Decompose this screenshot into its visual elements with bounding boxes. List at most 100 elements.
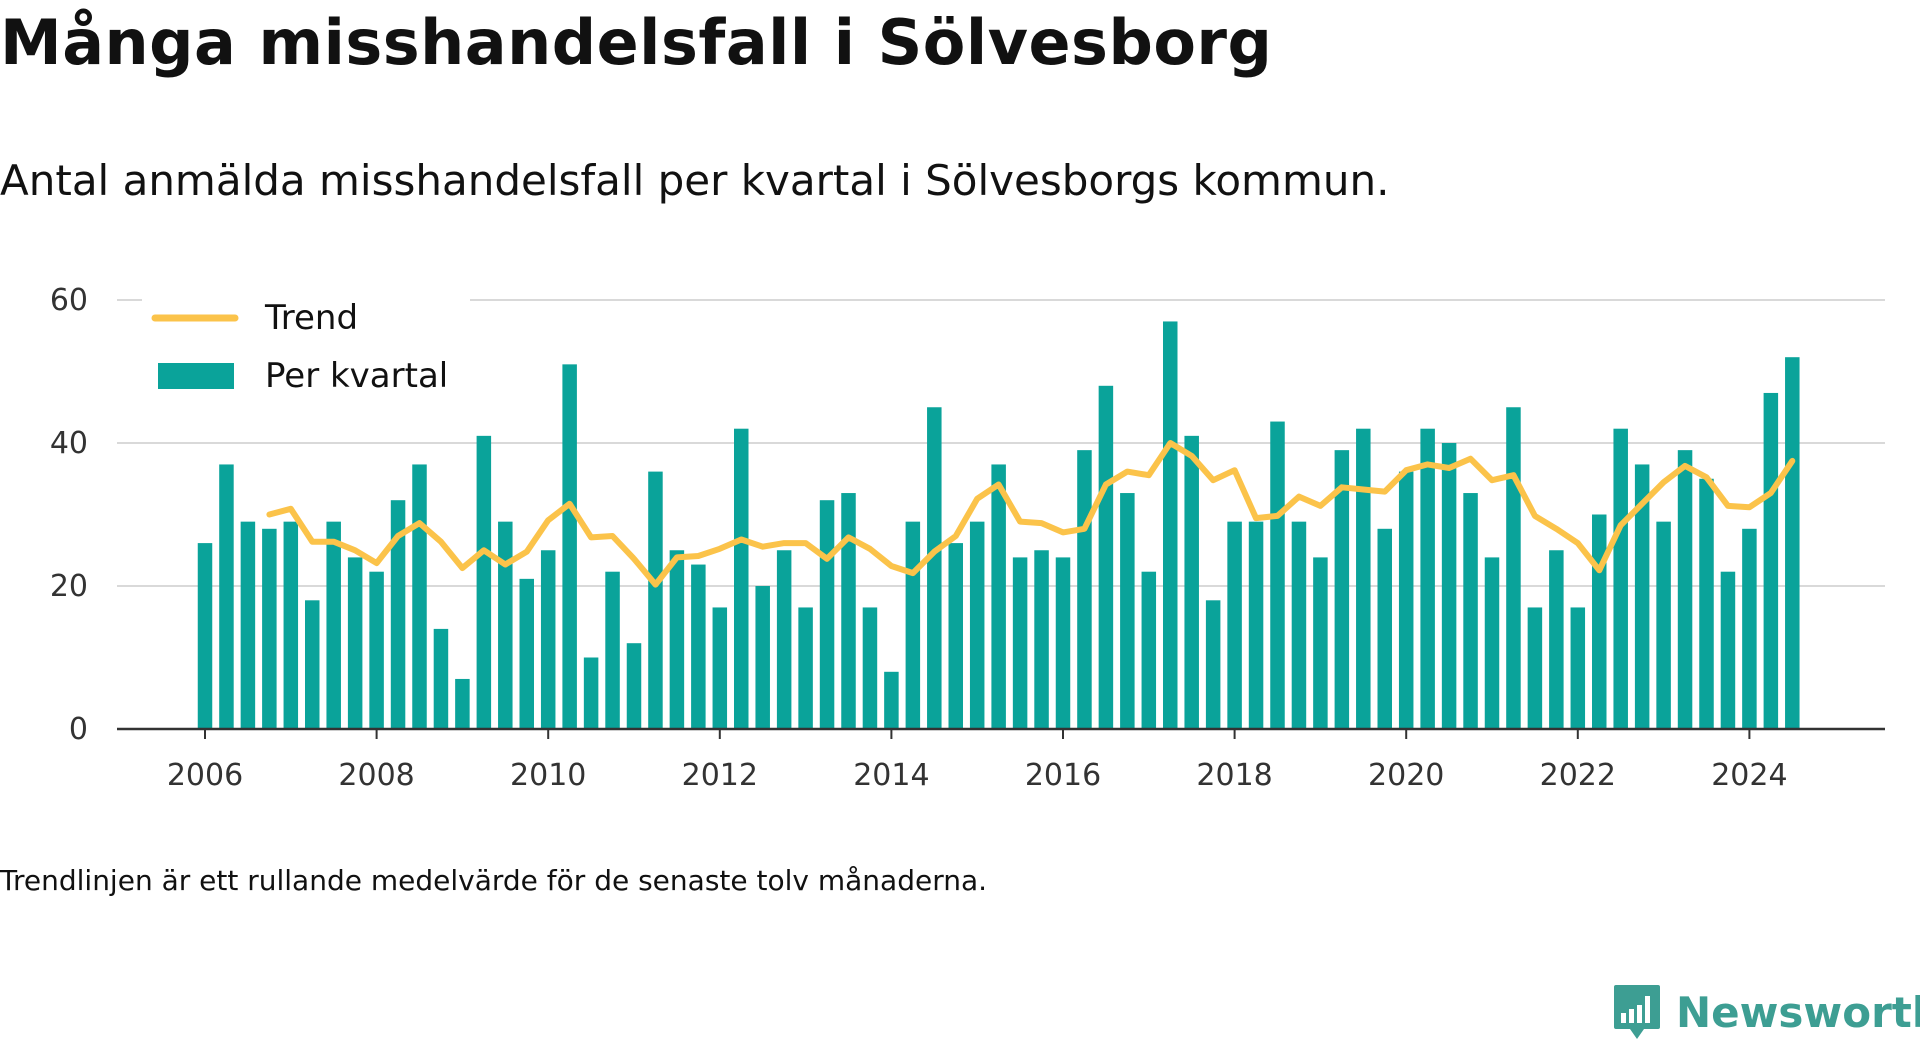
bar — [1763, 392, 1779, 729]
bar — [1313, 557, 1328, 729]
bar — [562, 364, 577, 729]
bar — [1742, 528, 1757, 729]
y-tick-label: 20 — [50, 569, 88, 604]
bar — [1527, 607, 1543, 729]
x-tick-label: 2014 — [853, 758, 929, 793]
bar — [1592, 514, 1607, 729]
x-tick-label: 2008 — [338, 758, 414, 793]
y-axis-tick-labels: 0 20 40 60 — [50, 283, 88, 747]
chart-title: Många misshandelsfall i Sölvesborg — [0, 6, 1273, 79]
bar — [390, 500, 406, 729]
bar — [969, 521, 985, 729]
x-axis: 2006 2008 2010 2012 2014 2016 2018 2020 2022 2024 — [117, 727, 1885, 793]
bar — [326, 521, 341, 729]
bar — [1098, 385, 1114, 729]
bar — [540, 550, 556, 729]
bar — [948, 543, 963, 729]
bar — [1141, 571, 1157, 729]
bar — [433, 628, 449, 729]
bar — [283, 521, 299, 729]
trend-line — [266, 440, 1796, 588]
y-tick-label: 60 — [50, 283, 88, 318]
bar — [1613, 428, 1628, 729]
bar — [412, 464, 427, 729]
bar — [1484, 557, 1500, 729]
bar — [798, 607, 813, 729]
bar — [1463, 493, 1478, 729]
x-tick-label: 2012 — [682, 758, 758, 793]
bar — [219, 464, 234, 729]
bar — [240, 521, 256, 729]
bar — [1785, 357, 1800, 729]
bar — [1677, 450, 1693, 729]
x-tick-label: 2024 — [1711, 758, 1787, 793]
bar — [1356, 428, 1371, 729]
bar — [197, 543, 213, 729]
chart: 0 20 40 60 2006 2008 2010 2012 2014 2016 2018 2020… — [50, 283, 1885, 793]
brand: Newsworthy — [1612, 983, 1920, 1041]
bar — [755, 586, 770, 729]
bar — [1549, 550, 1564, 729]
x-tick-label: 2010 — [510, 758, 586, 793]
chart-subtitle: Antal anmälda misshandelsfall per kvarta… — [0, 156, 1390, 205]
legend-bar-label: Per kvartal — [265, 356, 448, 396]
bar — [1120, 493, 1135, 729]
y-tick-label: 40 — [50, 426, 88, 461]
bar — [648, 471, 663, 729]
bar — [1291, 521, 1307, 729]
bar — [583, 657, 599, 729]
footnote: Trendlinjen är ett rullande medelvärde f… — [0, 864, 988, 897]
bar — [905, 521, 921, 729]
bar — [347, 557, 363, 729]
bar — [476, 435, 492, 729]
legend-bar-swatch — [158, 363, 234, 389]
bar — [1270, 421, 1285, 729]
bar — [841, 493, 856, 729]
bar — [1077, 450, 1092, 729]
bar — [991, 464, 1006, 729]
bar — [1163, 321, 1178, 729]
bar — [519, 578, 534, 729]
bar-series — [197, 321, 1800, 729]
bar — [1398, 471, 1414, 729]
bar — [1570, 607, 1586, 729]
bar — [1634, 464, 1650, 729]
bar — [819, 500, 835, 729]
bar — [455, 678, 470, 729]
bar — [776, 550, 792, 729]
bar — [884, 671, 899, 729]
bar — [1055, 557, 1071, 729]
y-tick-label: 0 — [69, 712, 88, 747]
bar — [691, 564, 706, 729]
bar — [605, 571, 620, 729]
legend: Trend Per kvartal — [142, 296, 470, 406]
bar — [669, 550, 685, 729]
bar — [1420, 428, 1435, 729]
bar — [262, 528, 277, 729]
legend-trend-label: Trend — [264, 298, 358, 338]
bar — [1441, 443, 1457, 729]
bar — [1184, 435, 1199, 729]
x-tick-label: 2006 — [167, 758, 243, 793]
bar — [712, 607, 728, 729]
bar — [1656, 521, 1671, 729]
bar — [1699, 478, 1714, 729]
bar — [1334, 450, 1350, 729]
x-tick-label: 2016 — [1025, 758, 1101, 793]
brand-name: Newsworthy — [1676, 987, 1920, 1037]
x-tick-label: 2018 — [1196, 758, 1272, 793]
bar — [862, 607, 878, 729]
x-tick-label: 2022 — [1540, 758, 1616, 793]
bar — [1205, 600, 1221, 729]
x-tick-label: 2020 — [1368, 758, 1444, 793]
bar — [1012, 557, 1028, 729]
bar — [498, 521, 513, 729]
bar — [369, 571, 384, 729]
newsworthy-logo-icon — [1614, 985, 1660, 1039]
bar — [305, 600, 320, 729]
bar — [626, 643, 642, 729]
bar — [734, 428, 749, 729]
bar — [1248, 521, 1264, 729]
bar — [1227, 521, 1242, 729]
bar — [1377, 528, 1392, 729]
